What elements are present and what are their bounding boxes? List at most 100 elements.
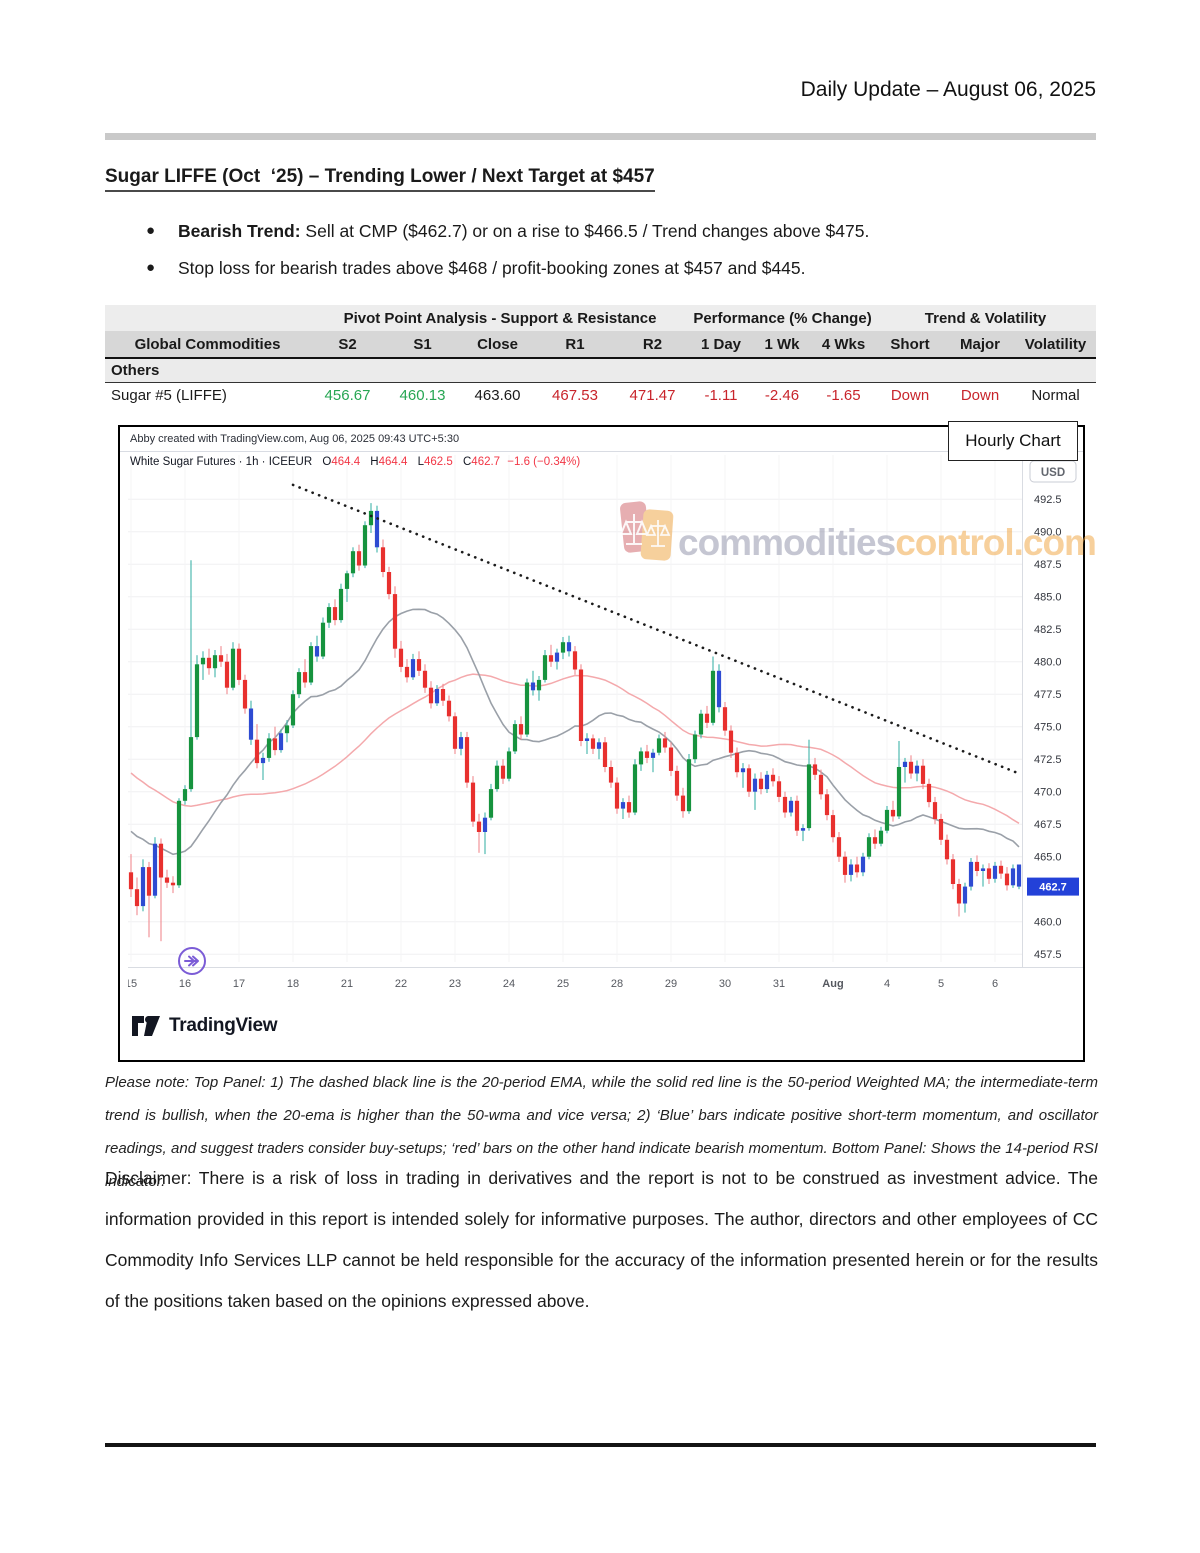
- col-4wks: 4 Wks: [821, 335, 866, 353]
- chart-attribution: Abby created with TradingView.com, Aug 0…: [130, 433, 460, 445]
- hourly-chart-label: Hourly Chart: [948, 421, 1078, 461]
- col-s1: S1: [413, 335, 432, 353]
- svg-text:485.0: 485.0: [1034, 592, 1062, 604]
- svg-text:477.5: 477.5: [1034, 689, 1062, 701]
- cell-1day: -1.11: [704, 387, 738, 404]
- bullet-icon: ●: [146, 259, 156, 276]
- svg-text:465.0: 465.0: [1034, 852, 1062, 864]
- legend-open-label: O464.4: [322, 456, 361, 468]
- svg-text:6: 6: [992, 978, 998, 990]
- bullet-item: ● Stop loss for bearish trades above $46…: [146, 257, 1076, 279]
- col-r2: R2: [642, 335, 663, 353]
- commoditiescontrol-logo-icon: [619, 500, 674, 562]
- legend-close-label: C462.7: [462, 456, 501, 468]
- svg-text:475.0: 475.0: [1034, 722, 1062, 734]
- watermark: commodities control.com: [619, 500, 1097, 563]
- bullet-rest-text: Stop loss for bearish trades above $468 …: [178, 258, 806, 278]
- bullet-rest-text: Sell at CMP ($462.7) or on a rise to $46…: [300, 221, 870, 241]
- table-group-header-row: Pivot Point Analysis - Support & Resista…: [105, 305, 1096, 331]
- cell-s2: 456.67: [324, 387, 371, 404]
- cell-close: 463.60: [474, 387, 521, 404]
- svg-text:24: 24: [503, 978, 515, 990]
- svg-text:460.0: 460.0: [1034, 917, 1062, 929]
- col-close: Close: [477, 335, 518, 353]
- svg-text:17: 17: [233, 978, 245, 990]
- footer-divider: [105, 1443, 1096, 1447]
- header-divider: [105, 133, 1096, 140]
- tradingview-logo-text: TradingView: [169, 1015, 278, 1036]
- summary-bullets: ● Bearish Trend: Sell at CMP ($462.7) or…: [146, 220, 1076, 294]
- svg-text:USD: USD: [1041, 467, 1065, 479]
- svg-text:457.5: 457.5: [1034, 949, 1062, 961]
- table-row: Sugar #5 (LIFFE) 456.67 460.13 463.60 46…: [105, 383, 1096, 408]
- table-column-header-row: Global Commodities S2 S1 Close R1 R2 1 D…: [105, 331, 1096, 359]
- bullet-text: Bearish Trend: Sell at CMP ($462.7) or o…: [178, 220, 869, 242]
- col-1wk: 1 Wk: [764, 335, 800, 353]
- table-group-performance: Performance (% Change): [693, 309, 872, 327]
- watermark-text-1: commodities: [678, 522, 896, 563]
- cell-4wks: -1.65: [826, 387, 861, 404]
- page-title: Sugar LIFFE (Oct ‘25) – Trending Lower /…: [105, 166, 655, 192]
- svg-text:18: 18: [287, 978, 299, 990]
- watermark-text-2: control.com: [895, 522, 1097, 563]
- svg-text:21: 21: [341, 978, 353, 990]
- svg-text:467.5: 467.5: [1034, 819, 1062, 831]
- svg-text:492.5: 492.5: [1034, 494, 1062, 506]
- cell-r2: 471.47: [629, 387, 676, 404]
- candlestick-plot: 492.5 490.0 487.5 485.0 482.5 480.0 477.5 475.0…: [128, 455, 1083, 990]
- svg-text:16: 16: [179, 978, 191, 990]
- svg-text:4: 4: [884, 978, 890, 990]
- cell-major-trend: Down: [960, 387, 1000, 404]
- col-r1: R1: [565, 335, 585, 353]
- svg-text:472.5: 472.5: [1034, 754, 1062, 766]
- chart-legend: White Sugar Futures · 1h · ICEEUR O464.4…: [130, 456, 580, 468]
- cell-short-trend: Down: [890, 387, 930, 404]
- legend-low-label: L462.5: [417, 456, 453, 468]
- svg-text:490.0: 490.0: [1034, 527, 1062, 539]
- bullet-icon: ●: [146, 222, 156, 239]
- svg-text:31: 31: [773, 978, 785, 990]
- svg-text:28: 28: [611, 978, 623, 990]
- table-group-trend: Trend & Volatility: [924, 309, 1047, 327]
- col-s2: S2: [338, 335, 357, 353]
- cell-1wk: -2.46: [764, 387, 800, 404]
- col-short: Short: [890, 335, 930, 353]
- legend-high-label: H464.4: [370, 456, 408, 468]
- legend-symbol: White Sugar Futures · 1h · ICEEUR: [130, 456, 313, 468]
- table-group-pivot: Pivot Point Analysis - Support & Resista…: [343, 309, 657, 327]
- col-1day: 1 Day: [700, 335, 742, 353]
- chart-separator: [120, 451, 1083, 452]
- svg-text:15: 15: [128, 978, 137, 990]
- svg-text:5: 5: [938, 978, 944, 990]
- col-global-commodities: Global Commodities: [134, 335, 281, 353]
- bullet-text: Stop loss for bearish trades above $468 …: [178, 257, 806, 279]
- svg-text:482.5: 482.5: [1034, 624, 1062, 636]
- svg-text:25: 25: [557, 978, 569, 990]
- svg-text:29: 29: [665, 978, 677, 990]
- svg-text:30: 30: [719, 978, 731, 990]
- cell-volatility: Normal: [1031, 387, 1080, 404]
- page-header-date: Daily Update – August 06, 2025: [800, 78, 1096, 101]
- section-label: Others: [111, 362, 160, 379]
- legend-change: −1.6 (−0.34%): [507, 456, 581, 468]
- col-volatility: Volatility: [1024, 335, 1087, 353]
- table-section-row: Others: [105, 359, 1096, 383]
- scroll-to-recent-icon[interactable]: [176, 945, 208, 977]
- disclaimer: Disclaimer: There is a risk of loss in t…: [105, 1168, 1098, 1311]
- svg-text:480.0: 480.0: [1034, 657, 1062, 669]
- tradingview-logo: TradingView: [132, 1015, 278, 1037]
- col-major: Major: [959, 335, 1000, 353]
- svg-text:22: 22: [395, 978, 407, 990]
- svg-text:487.5: 487.5: [1034, 559, 1062, 571]
- svg-text:Aug: Aug: [822, 978, 843, 990]
- chart-notes: Please note: Top Panel: 1) The dashed bl…: [105, 1074, 1098, 1190]
- cell-s1: 460.13: [399, 387, 446, 404]
- svg-text:23: 23: [449, 978, 461, 990]
- cell-commodity-name: Sugar #5 (LIFFE): [111, 387, 227, 404]
- hourly-chart: Abby created with TradingView.com, Aug 0…: [118, 421, 1097, 1062]
- svg-text:462.7: 462.7: [1039, 882, 1067, 894]
- bullet-item: ● Bearish Trend: Sell at CMP ($462.7) or…: [146, 220, 1076, 242]
- tradingview-logo-icon: [132, 1016, 160, 1036]
- cell-r1: 467.53: [552, 387, 598, 404]
- svg-text:470.0: 470.0: [1034, 787, 1062, 799]
